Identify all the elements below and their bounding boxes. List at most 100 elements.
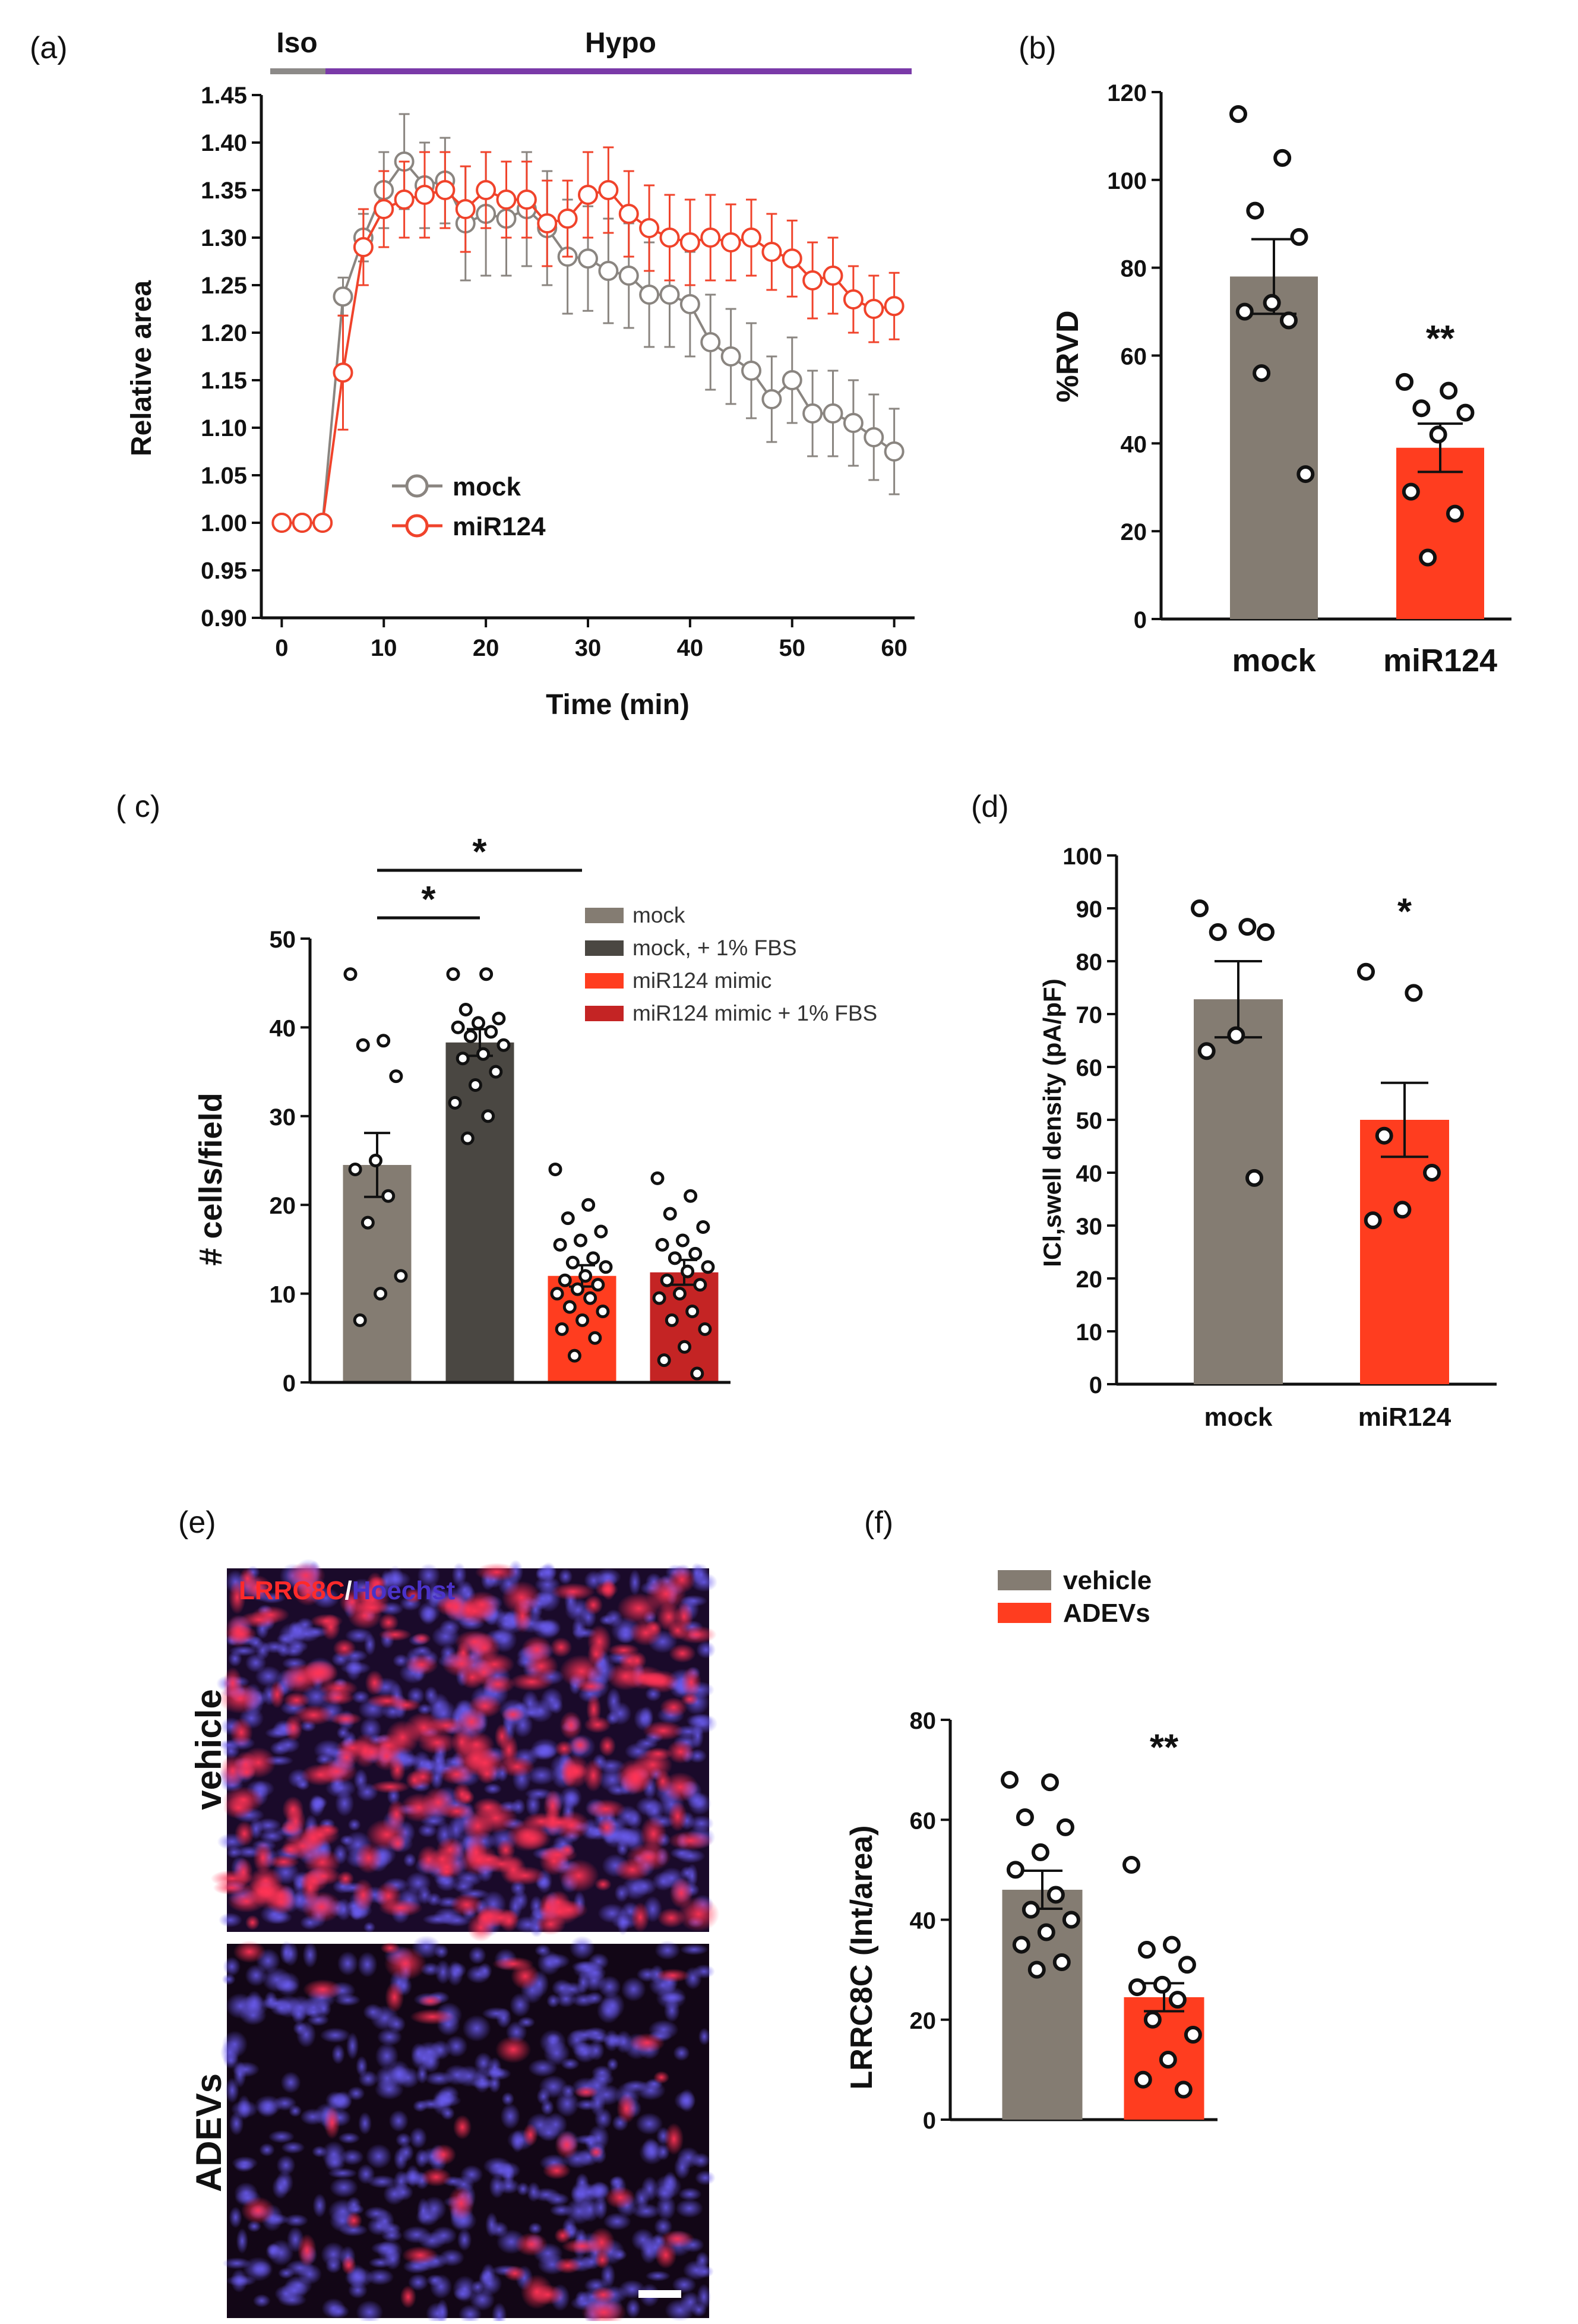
lrrc8c-signal — [654, 2241, 677, 2269]
panel-b: (b) 0 20 40 60 80 100 120 mock miR124 ** %RVD — [1019, 31, 1511, 678]
individual-point — [1402, 482, 1420, 501]
nucleus — [641, 2137, 660, 2161]
nucleus — [336, 1726, 350, 1740]
nucleus — [616, 1840, 629, 1856]
lrrc8c-signal — [418, 1995, 443, 2007]
nucleus — [419, 1605, 437, 1625]
lrrc8c-signal — [653, 2071, 670, 2084]
lrrc8c-signal — [400, 1793, 438, 1823]
nucleus — [367, 2175, 397, 2189]
individual-point — [1279, 311, 1298, 330]
nucleus — [533, 1619, 561, 1640]
nucleus — [340, 1834, 354, 1846]
lrrc8c-signal — [473, 1797, 504, 1818]
legend-label-1: mock, + 1% FBS — [633, 936, 797, 960]
nucleus — [540, 2099, 554, 2116]
nucleus — [393, 2147, 409, 2171]
nucleus — [675, 2199, 704, 2218]
individual-point — [389, 1069, 403, 1084]
nucleus — [287, 1995, 314, 2020]
individual-point — [657, 1353, 671, 1368]
lrrc8c-signal — [299, 1823, 340, 1847]
individual-point — [476, 1047, 491, 1061]
y-tick-label: 1.40 — [201, 130, 247, 156]
nucleus — [292, 1625, 321, 1643]
nucleus — [558, 1568, 573, 1585]
lrrc8c-signal — [233, 1751, 258, 1778]
nucleus — [316, 2000, 331, 2017]
nucleus — [222, 1743, 240, 1759]
nucleus — [501, 2092, 515, 2106]
data-point — [843, 413, 864, 433]
nucleus — [229, 2111, 244, 2136]
nucleus — [654, 2217, 673, 2236]
lrrc8c-signal — [441, 1650, 482, 1678]
lrrc8c-signal — [558, 1859, 599, 1893]
lrrc8c-signal — [569, 1735, 592, 1755]
individual-point — [1137, 1940, 1156, 1959]
individual-point — [1168, 1991, 1187, 2009]
individual-point — [1393, 1201, 1412, 1219]
panel-f-legend: vehicle ADEVs — [998, 1566, 1152, 1628]
individual-point — [1046, 1886, 1065, 1904]
legend-label-0: mock — [633, 903, 685, 927]
data-point — [496, 190, 517, 210]
individual-point — [1159, 2051, 1177, 2069]
lrrc8c-signal — [601, 1578, 616, 1600]
individual-point — [555, 1322, 569, 1336]
individual-point — [1412, 399, 1431, 418]
lrrc8c-signal — [626, 1842, 672, 1872]
data-point — [823, 266, 843, 286]
data-point — [864, 427, 884, 447]
nucleus — [445, 2035, 468, 2058]
lrrc8c-signal — [302, 1979, 343, 2000]
legend-label-0: vehicle — [1063, 1566, 1152, 1595]
lrrc8c-signal — [643, 1720, 684, 1741]
nucleus — [429, 2039, 451, 2060]
panel-f-label: (f) — [864, 1505, 893, 1540]
category-label: miR124 — [1358, 1403, 1451, 1432]
lrrc8c-signal — [385, 1981, 404, 2013]
x-tick-label: 10 — [371, 635, 397, 661]
lrrc8c-signal — [234, 1821, 255, 1847]
nucleus — [586, 1991, 604, 2005]
micrograph-adevs-cells — [220, 1935, 716, 2324]
y-tick-label: 0 — [283, 1371, 296, 1397]
nucleus — [614, 1884, 630, 1903]
y-tick-label: 10 — [1076, 1319, 1103, 1346]
nucleus — [457, 2228, 472, 2252]
y-tick-label: 80 — [1121, 256, 1147, 282]
individual-point — [456, 1052, 470, 1066]
nucleus — [242, 2256, 274, 2282]
lrrc8c-signal — [589, 2146, 604, 2159]
bar-0 — [1230, 276, 1318, 619]
individual-point — [678, 1340, 692, 1354]
nucleus — [423, 1686, 438, 1704]
comparison-label: * — [421, 879, 436, 920]
nucleus — [355, 2055, 368, 2077]
individual-point — [446, 967, 460, 981]
nucleus — [261, 1997, 291, 2010]
data-point — [312, 513, 333, 533]
nucleus — [417, 1886, 432, 1905]
nucleus — [539, 2074, 568, 2098]
y-tick-label: 100 — [1107, 168, 1147, 194]
nucleus — [469, 2288, 495, 2311]
nucleus — [395, 2132, 412, 2147]
nucleus — [621, 1976, 646, 2002]
lrrc8c-signal — [668, 1801, 688, 1832]
individual-point — [591, 1278, 605, 1292]
y-tick-label: 80 — [910, 1708, 937, 1734]
y-tick-label: 1.35 — [201, 178, 247, 204]
lrrc8c-signal — [669, 1644, 696, 1663]
y-tick-label: 1.30 — [201, 225, 247, 251]
individual-point — [548, 1162, 562, 1176]
y-tick-label: 1.45 — [201, 83, 247, 109]
individual-point — [1246, 201, 1264, 220]
nucleus — [676, 2146, 700, 2169]
individual-point — [596, 1304, 610, 1318]
lrrc8c-signal — [681, 1666, 702, 1698]
nucleus — [500, 2103, 521, 2130]
individual-point — [1001, 1770, 1019, 1789]
